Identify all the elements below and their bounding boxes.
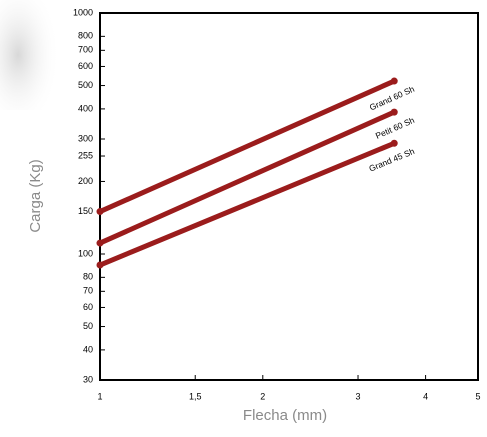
plot-frame (99, 12, 479, 381)
series-line (97, 140, 397, 268)
x-tick-label: 1 (97, 391, 102, 401)
y-tick-label: 255 (78, 150, 93, 160)
y-axis-title: Carga (Kg) (27, 159, 44, 232)
series-point (390, 77, 398, 85)
x-tick-label: 1,5 (189, 391, 202, 401)
series-line (97, 109, 397, 246)
y-tick-label: 60 (83, 302, 93, 312)
series-line (97, 78, 397, 215)
y-tick-label: 150 (78, 206, 93, 216)
series-point (390, 139, 398, 147)
x-axis-title: Flecha (mm) (243, 407, 327, 424)
y-tick-label: 80 (83, 272, 93, 282)
y-tick-label: 50 (83, 321, 93, 331)
y-tick-label: 30 (83, 374, 93, 384)
y-tick-label: 200 (78, 176, 93, 186)
series-point (390, 108, 398, 116)
background-decoration (0, 0, 60, 110)
y-tick-label: 800 (78, 31, 93, 41)
x-tick-label: 5 (475, 391, 480, 401)
x-tick-label: 3 (356, 391, 361, 401)
y-tick-label: 600 (78, 61, 93, 71)
y-tick-label: 40 (83, 344, 93, 354)
y-tick-label: 700 (78, 45, 93, 55)
y-tick-label: 500 (78, 80, 93, 90)
y-tick-label: 1000 (73, 7, 93, 17)
series-point (96, 208, 104, 216)
series-point (96, 239, 104, 247)
y-tick-label: 100 (78, 248, 93, 258)
y-tick-label: 400 (78, 103, 93, 113)
y-tick-label: 300 (78, 133, 93, 143)
x-tick-label: 4 (423, 391, 428, 401)
series-point (96, 261, 104, 269)
x-tick-label: 2 (260, 391, 265, 401)
y-tick-label: 70 (83, 286, 93, 296)
